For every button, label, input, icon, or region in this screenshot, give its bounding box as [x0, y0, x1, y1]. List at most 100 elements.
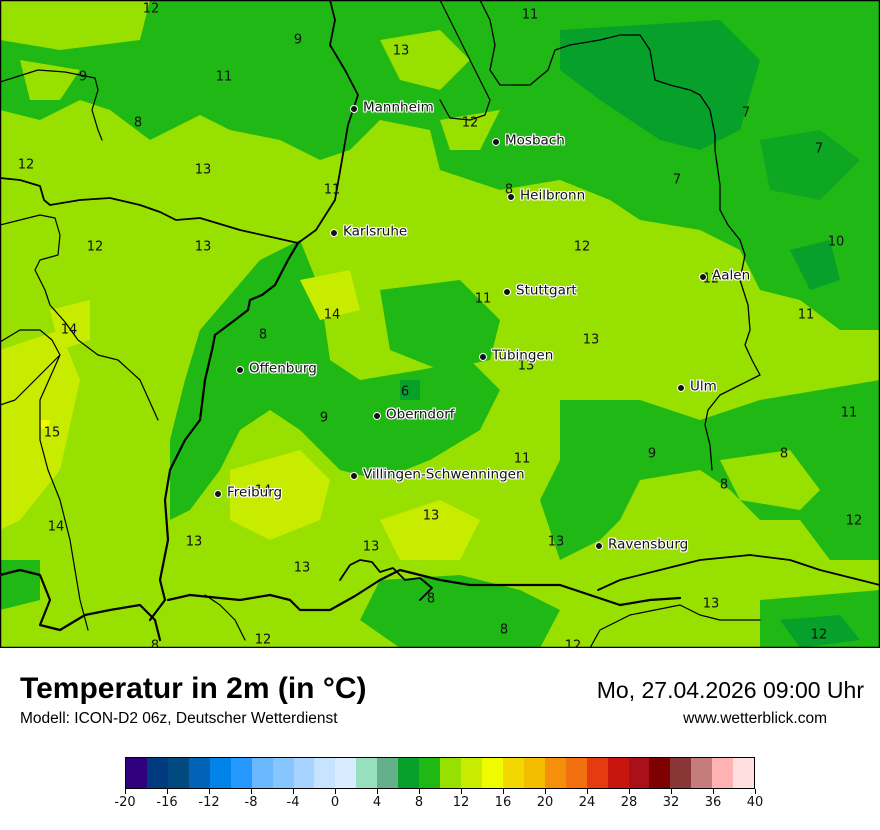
temperature-value: 9 [647, 446, 657, 462]
temperature-value: 12 [845, 513, 863, 529]
temperature-value: 12 [810, 627, 828, 643]
temperature-value: 14 [60, 322, 78, 338]
tick-mark [460, 789, 462, 794]
city-dot-icon [479, 353, 487, 361]
temperature-value: 11 [513, 451, 531, 467]
temperature-value: 11 [323, 182, 341, 198]
city-label: Mosbach [505, 132, 565, 149]
temperature-value: 13 [194, 239, 212, 255]
color-scale-bar [125, 757, 755, 789]
temperature-value: 13 [702, 596, 720, 612]
city-label: Mannheim [363, 99, 434, 116]
temperature-value: 13 [422, 508, 440, 524]
city-dot-icon [236, 366, 244, 374]
color-scale-segment [146, 758, 168, 788]
city-dot-icon [503, 288, 511, 296]
tick-label: -4 [286, 795, 300, 810]
tick-label: 32 [662, 795, 680, 810]
color-scale-segment [440, 758, 461, 788]
temperature-value: 7 [741, 105, 751, 121]
temperature-value: 13 [392, 43, 410, 59]
tick-mark [544, 789, 546, 794]
temperature-value: 8 [133, 115, 143, 131]
color-scale-segment [398, 758, 420, 788]
color-scale-segment [691, 758, 713, 788]
city-label: Aalen [712, 267, 751, 284]
color-scale-segment [293, 758, 315, 788]
temperature-value: 9 [78, 69, 88, 85]
tick-label: 8 [414, 795, 424, 810]
tick-mark [712, 789, 714, 794]
temperature-value: 11 [840, 405, 858, 421]
temperature-value: 13 [194, 162, 212, 178]
temperature-value: 12 [17, 157, 35, 173]
color-scale-ticks: -20 -16 -12 -8 -4 0 4 8 12 16 20 24 28 32 36 40 [114, 789, 763, 819]
color-scale-segment [188, 758, 210, 788]
color-scale-segment [314, 758, 336, 788]
temperature-value: 13 [517, 358, 535, 374]
website-link[interactable]: www.wetterblick.com [683, 710, 827, 727]
temperature-value: 8 [426, 591, 436, 607]
city-dot-icon [595, 542, 603, 550]
city-label: Heilbronn [520, 187, 586, 204]
color-scale-segment [586, 758, 608, 788]
temperature-value: 11 [521, 7, 539, 23]
color-scale-segment [565, 758, 587, 788]
tick-mark [208, 789, 210, 794]
color-scale-segment [481, 758, 503, 788]
tick-mark [250, 789, 252, 794]
map-title: Temperatur in 2m (in °C) [20, 672, 367, 705]
temperature-value: 8 [499, 622, 509, 638]
city-dot-icon [350, 105, 358, 113]
color-scale-segment [126, 758, 147, 788]
tick-label: -12 [198, 795, 220, 810]
city-dot-icon [507, 193, 515, 201]
temperature-value: 12 [254, 632, 272, 648]
city-dot-icon [492, 138, 500, 146]
color-scale-segment [209, 758, 231, 788]
color-scale-segment [272, 758, 294, 788]
color-scale-segment [419, 758, 441, 788]
tick-label: 24 [578, 795, 596, 810]
temperature-value: 13 [582, 332, 600, 348]
tick-label: 36 [704, 795, 722, 810]
city-dot-icon [677, 384, 685, 392]
color-scale-segment [230, 758, 252, 788]
temperature-value: 13 [547, 534, 565, 550]
temperature-value: 11 [474, 291, 492, 307]
color-scale-segment [461, 758, 482, 788]
tick-label: -20 [114, 795, 136, 810]
tick-label: 20 [536, 795, 554, 810]
temperature-value: 8 [779, 446, 789, 462]
city-dot-icon [699, 273, 707, 281]
tick-label: 40 [746, 795, 764, 810]
temperature-value: 12 [142, 1, 160, 17]
tick-label: 4 [372, 795, 382, 810]
temperature-value: 10 [827, 234, 845, 250]
color-scale-segment [607, 758, 629, 788]
color-scale-segment [502, 758, 524, 788]
color-scale-segment [649, 758, 671, 788]
temperature-value: 11 [797, 307, 815, 323]
tick-mark [376, 789, 378, 794]
temperature-value: 14 [254, 483, 272, 499]
city-dot-icon [214, 490, 222, 498]
temperature-value: 12 [86, 239, 104, 255]
color-scale-segment [167, 758, 189, 788]
temperature-value: 8 [258, 327, 268, 343]
city-label: Stuttgart [516, 282, 577, 299]
city-dot-icon [373, 412, 381, 420]
color-scale-segment [628, 758, 650, 788]
tick-label: 0 [330, 795, 340, 810]
tick-label: 12 [452, 795, 470, 810]
temperature-value: 8 [150, 638, 160, 649]
tick-mark [418, 789, 420, 794]
temperature-field [0, 0, 880, 648]
temperature-value: 6 [400, 384, 410, 400]
city-label: Ravensburg [608, 536, 689, 553]
color-scale-segment [377, 758, 399, 788]
color-scale-segment [251, 758, 273, 788]
temperature-map: 12 9 13 11 9 11 8 12 7 7 12 13 7 11 8 12 13 12 10 12 11 14 14 1… [0, 0, 880, 648]
forecast-datetime: Mo, 27.04.2026 09:00 Uhr [596, 677, 864, 703]
temperature-value: 12 [573, 239, 591, 255]
